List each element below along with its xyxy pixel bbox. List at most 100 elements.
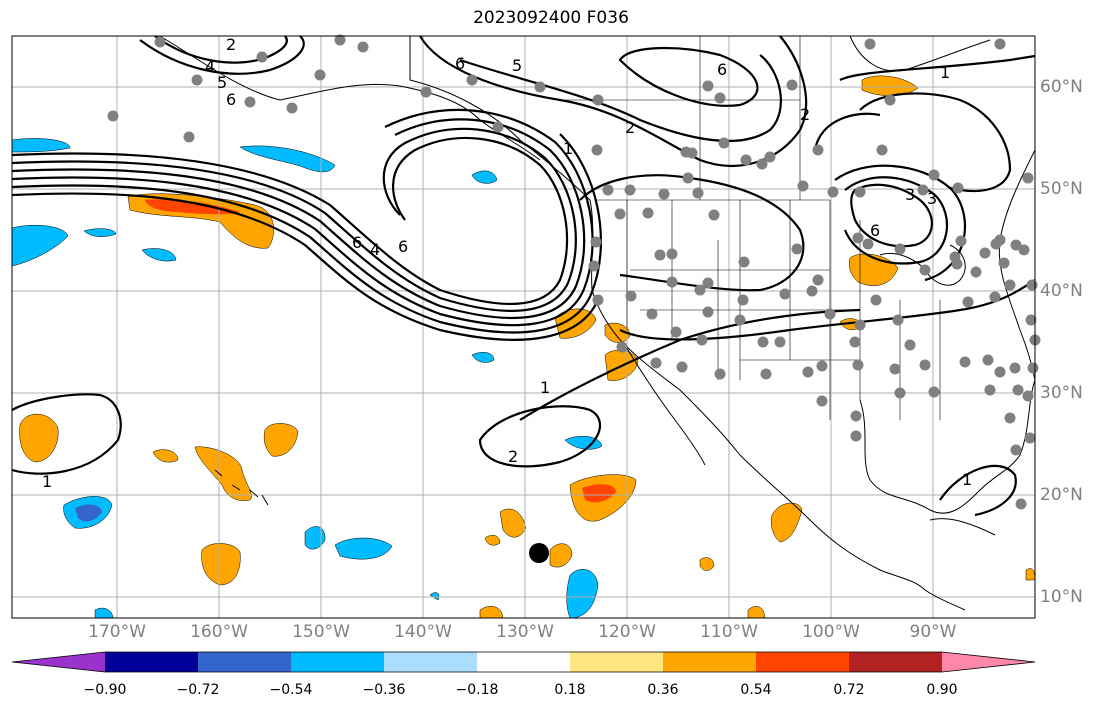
contour-label: 6 — [352, 233, 362, 252]
station-dot — [959, 356, 971, 368]
station-dot — [592, 94, 604, 106]
station-dot — [614, 208, 626, 220]
station-dot — [734, 314, 746, 326]
station-dot — [658, 188, 670, 200]
contour-label: 2 — [226, 35, 236, 54]
station-dot — [1025, 314, 1037, 326]
station-dot — [592, 294, 604, 306]
latitude-label: 10°N — [1040, 587, 1083, 607]
station-dot — [854, 319, 866, 331]
station-dot — [1027, 362, 1039, 374]
contour-line — [579, 174, 805, 292]
station-dot — [702, 80, 714, 92]
latitude-label: 40°N — [1040, 281, 1083, 301]
contour-label: 1 — [42, 472, 52, 491]
station-dot — [962, 296, 974, 308]
station-dot — [764, 151, 776, 163]
station-dot — [791, 243, 803, 255]
contour-line — [839, 54, 1036, 81]
station-dot — [904, 339, 916, 351]
station-dot — [357, 41, 369, 53]
station-dot — [797, 180, 809, 192]
hawaii — [214, 469, 269, 506]
positive-anomaly-region — [699, 557, 715, 571]
station-dot — [1012, 384, 1024, 396]
station-dot — [812, 144, 824, 156]
station-dot — [682, 172, 694, 184]
station-dot — [889, 363, 901, 375]
colorbar-swatch — [477, 652, 570, 672]
station-dot — [1022, 390, 1034, 402]
station-dot — [286, 102, 298, 114]
colorbar-swatch — [570, 652, 663, 672]
station-dot — [314, 69, 326, 81]
gulf-coastline — [859, 379, 1036, 514]
station-dot — [979, 247, 991, 259]
colorbar-tick-label: 0.36 — [647, 682, 679, 698]
strong-positive-anomaly-region — [582, 484, 616, 503]
station-dot — [984, 384, 996, 396]
contour-line — [618, 46, 759, 107]
negative-anomaly-region — [304, 526, 326, 550]
contour-line — [11, 192, 602, 341]
contour-line — [850, 183, 933, 248]
station-dot — [492, 121, 504, 133]
colorbar-tick-label: −0.90 — [83, 682, 127, 698]
contour-line — [11, 127, 577, 312]
station-dot — [702, 306, 714, 318]
station-dot — [989, 291, 1001, 303]
colorbar-swatch — [663, 652, 756, 672]
station-dot — [588, 260, 600, 272]
negative-anomaly-region — [141, 248, 177, 262]
station-dot — [1004, 279, 1016, 291]
colorbar — [11, 651, 1036, 673]
station-dot — [994, 366, 1006, 378]
contour-label: 6 — [870, 221, 880, 240]
station-dot — [737, 294, 749, 306]
contour-label: 2 — [800, 105, 810, 124]
positive-anomaly-region — [19, 413, 59, 463]
negative-anomaly-region — [334, 537, 393, 560]
contour-line — [813, 112, 881, 151]
station-dot — [919, 264, 931, 276]
station-dot — [970, 266, 982, 278]
station-dot — [107, 110, 119, 122]
station-dot — [917, 184, 929, 196]
contour-label: 1 — [540, 378, 550, 397]
station-dot — [806, 285, 818, 297]
station-dot — [760, 368, 772, 380]
station-dot — [666, 276, 678, 288]
station-dot — [884, 94, 896, 106]
station-dot — [876, 144, 888, 156]
colorbar-swatch — [849, 652, 942, 672]
station-dot — [1024, 432, 1036, 444]
station-dot — [666, 248, 678, 260]
coastlines — [159, 35, 1036, 611]
longitude-label: 150°W — [292, 622, 350, 642]
positive-anomaly-region — [549, 543, 573, 568]
station-dot — [1022, 172, 1034, 184]
station-dot — [1018, 244, 1030, 256]
station-dot — [786, 79, 798, 91]
contour-label: 6 — [717, 60, 727, 79]
station-dot — [334, 34, 346, 46]
positive-anomaly-region — [152, 449, 179, 463]
station-dot — [854, 186, 866, 198]
station-dot — [650, 357, 662, 369]
colorbar-tick-label: −0.18 — [455, 682, 499, 698]
station-dot — [1015, 498, 1027, 510]
colorbar-tick-label: −0.54 — [269, 682, 313, 698]
station-dot — [757, 336, 769, 348]
station-dot — [928, 169, 940, 181]
negative-anomaly-region — [11, 138, 71, 153]
negative-anomaly-region — [83, 228, 117, 237]
station-dot — [591, 144, 603, 156]
cuba — [929, 518, 996, 536]
colorbar-swatch — [198, 652, 291, 672]
station-dot — [686, 147, 698, 159]
contour-label: 5 — [512, 56, 522, 75]
contour-label: 5 — [217, 73, 227, 92]
contour-label: 2 — [625, 118, 635, 137]
station-dot — [708, 209, 720, 221]
colorbar-swatch — [105, 652, 198, 672]
